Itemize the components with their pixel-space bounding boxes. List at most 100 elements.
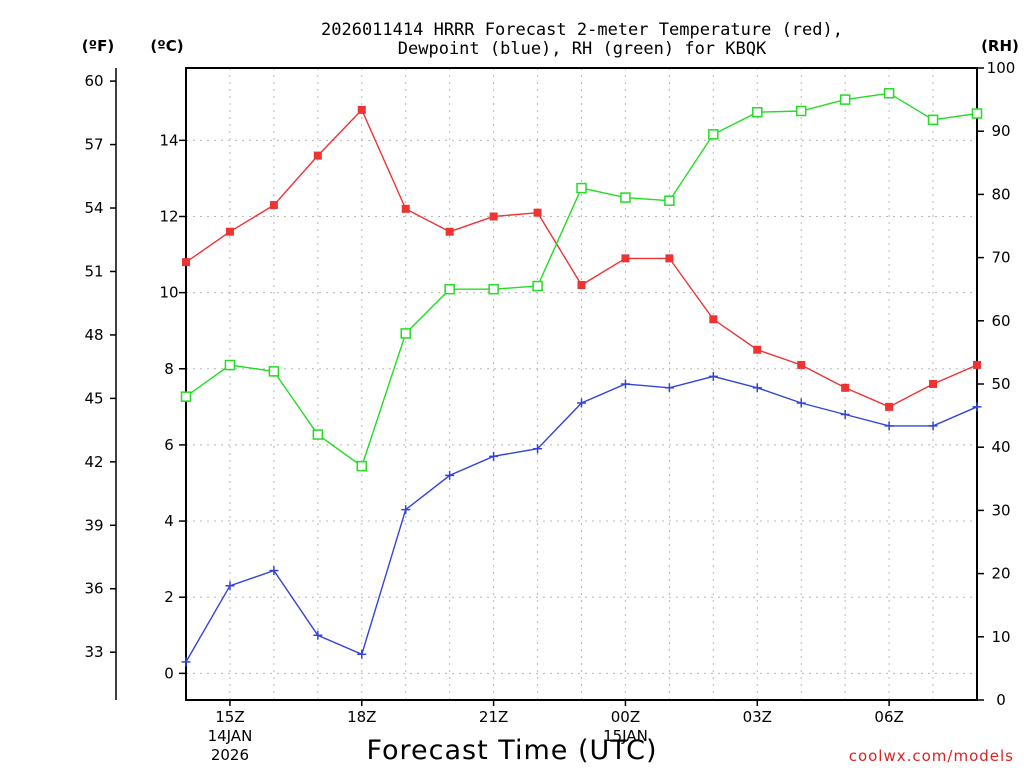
rh-tick-label: 90 — [991, 122, 1010, 140]
temperature-point — [577, 281, 586, 290]
fahrenheit-tick-label: 45 — [84, 389, 103, 407]
rh-point — [752, 106, 763, 118]
x-tick-date-label: 14JAN — [208, 727, 253, 745]
dewpoint-point — [445, 470, 455, 480]
x-tick-label: 00Z — [611, 708, 640, 726]
rh-point — [927, 114, 939, 126]
rh-tick-label: 10 — [991, 628, 1010, 646]
grid-lines — [186, 68, 977, 700]
dewpoint-point — [664, 383, 674, 393]
dewpoint-point — [840, 409, 850, 419]
rh-point — [839, 94, 851, 105]
celsius-tick-label: 12 — [159, 207, 178, 225]
dewpoint-point — [533, 444, 543, 454]
x-tick-label: 18Z — [347, 708, 376, 726]
x-tick-date-label: 15JAN — [603, 727, 648, 745]
fahrenheit-unit-label: (ºF) — [82, 37, 114, 55]
x-tick-year-label: 2026 — [211, 746, 249, 764]
rh-tick-label: 0 — [996, 691, 1006, 709]
dewpoint-point — [181, 657, 191, 667]
dewpoint-point — [489, 451, 499, 461]
temperature-point — [973, 360, 981, 369]
dewpoint-point — [577, 398, 586, 408]
fahrenheit-tick-label: 33 — [84, 643, 103, 661]
dewpoint-point — [357, 649, 367, 659]
fahrenheit-tick-label: 60 — [84, 72, 103, 90]
dewpoint-point — [620, 379, 630, 389]
dewpoint-point — [708, 371, 718, 381]
temperature-point — [885, 402, 894, 411]
rh-point — [971, 108, 983, 119]
temperature-point — [533, 208, 542, 217]
celsius-tick-label: 8 — [164, 360, 174, 378]
temperature-point — [753, 345, 762, 354]
temperature-point — [621, 254, 630, 263]
dewpoint-point — [752, 383, 762, 393]
dewpoint-point — [796, 398, 806, 408]
rh-tick-label: 60 — [991, 312, 1010, 330]
temperature-point — [269, 201, 278, 210]
chart-title-line2: Dewpoint (blue), RH (green) for KBQK — [398, 39, 767, 59]
fahrenheit-tick-label: 48 — [84, 326, 103, 344]
dewpoint-point — [884, 421, 894, 431]
rh-point — [532, 280, 543, 292]
rh-point — [795, 105, 807, 117]
temperature-point — [665, 254, 674, 263]
celsius-tick-label: 2 — [164, 588, 174, 606]
temperature-point — [225, 227, 234, 236]
fahrenheit-tick-label: 54 — [84, 199, 103, 217]
temperature-point — [182, 258, 190, 267]
x-axis-label: Forecast Time (UTC) — [366, 735, 657, 766]
rh-point — [708, 129, 719, 140]
fahrenheit-tick-label: 42 — [84, 453, 103, 471]
celsius-tick-label: 4 — [164, 512, 174, 530]
data-series — [180, 88, 983, 667]
fahrenheit-tick-label: 57 — [84, 136, 103, 154]
rh-point — [400, 328, 411, 339]
rh-tick-label: 40 — [991, 438, 1010, 456]
rh-tick-label: 50 — [991, 375, 1010, 393]
dewpoint-point — [401, 505, 411, 515]
rh-point — [444, 283, 455, 295]
rh-tick-label: 100 — [987, 59, 1016, 77]
celsius-tick-label: 14 — [159, 131, 178, 149]
rh-point — [883, 88, 895, 99]
dewpoint-point — [313, 630, 323, 640]
celsius-tick-label: 10 — [159, 284, 178, 302]
temperature-point — [709, 315, 718, 324]
rh-tick-label: 20 — [991, 565, 1010, 583]
rh-point — [356, 460, 368, 472]
rh-point — [268, 366, 280, 377]
rh-point — [576, 182, 587, 194]
chart-title-line1: 2026011414 HRRR Forecast 2-meter Tempera… — [321, 20, 843, 40]
celsius-tick-label: 0 — [164, 664, 174, 682]
fahrenheit-tick-label: 36 — [84, 580, 103, 598]
temperature-point — [929, 380, 938, 388]
rh-point — [620, 192, 631, 203]
temperature-point — [797, 360, 806, 369]
rh-tick-label: 70 — [991, 249, 1010, 267]
temperature-point — [445, 227, 454, 236]
x-tick-label: 06Z — [874, 708, 903, 726]
dewpoint-point — [225, 581, 235, 591]
temperature-point — [313, 151, 322, 160]
dewpoint-point — [972, 402, 982, 412]
axes: 0 2 4 6 8 10 12 14 33 36 39 42 45 48 51 54 57 60 0 10 20 30 40… — [84, 59, 1015, 764]
rh-point — [488, 283, 499, 295]
rh-unit-label: (RH) — [981, 37, 1019, 55]
rh-tick-label: 30 — [991, 501, 1010, 519]
rh-point — [312, 429, 324, 440]
temperature-point — [489, 212, 498, 221]
temperature-point — [401, 204, 410, 213]
source-credit: coolwx.com/models — [849, 747, 1014, 765]
rh-tick-label: 80 — [991, 185, 1010, 203]
celsius-unit-label: (ºC) — [150, 37, 183, 55]
dewpoint-point — [928, 421, 938, 431]
x-tick-label: 03Z — [743, 708, 772, 726]
fahrenheit-tick-label: 51 — [84, 262, 103, 280]
temperature-point — [357, 105, 366, 114]
fahrenheit-tick-label: 39 — [84, 516, 103, 534]
celsius-tick-label: 6 — [164, 436, 174, 454]
rh-point — [180, 391, 192, 402]
